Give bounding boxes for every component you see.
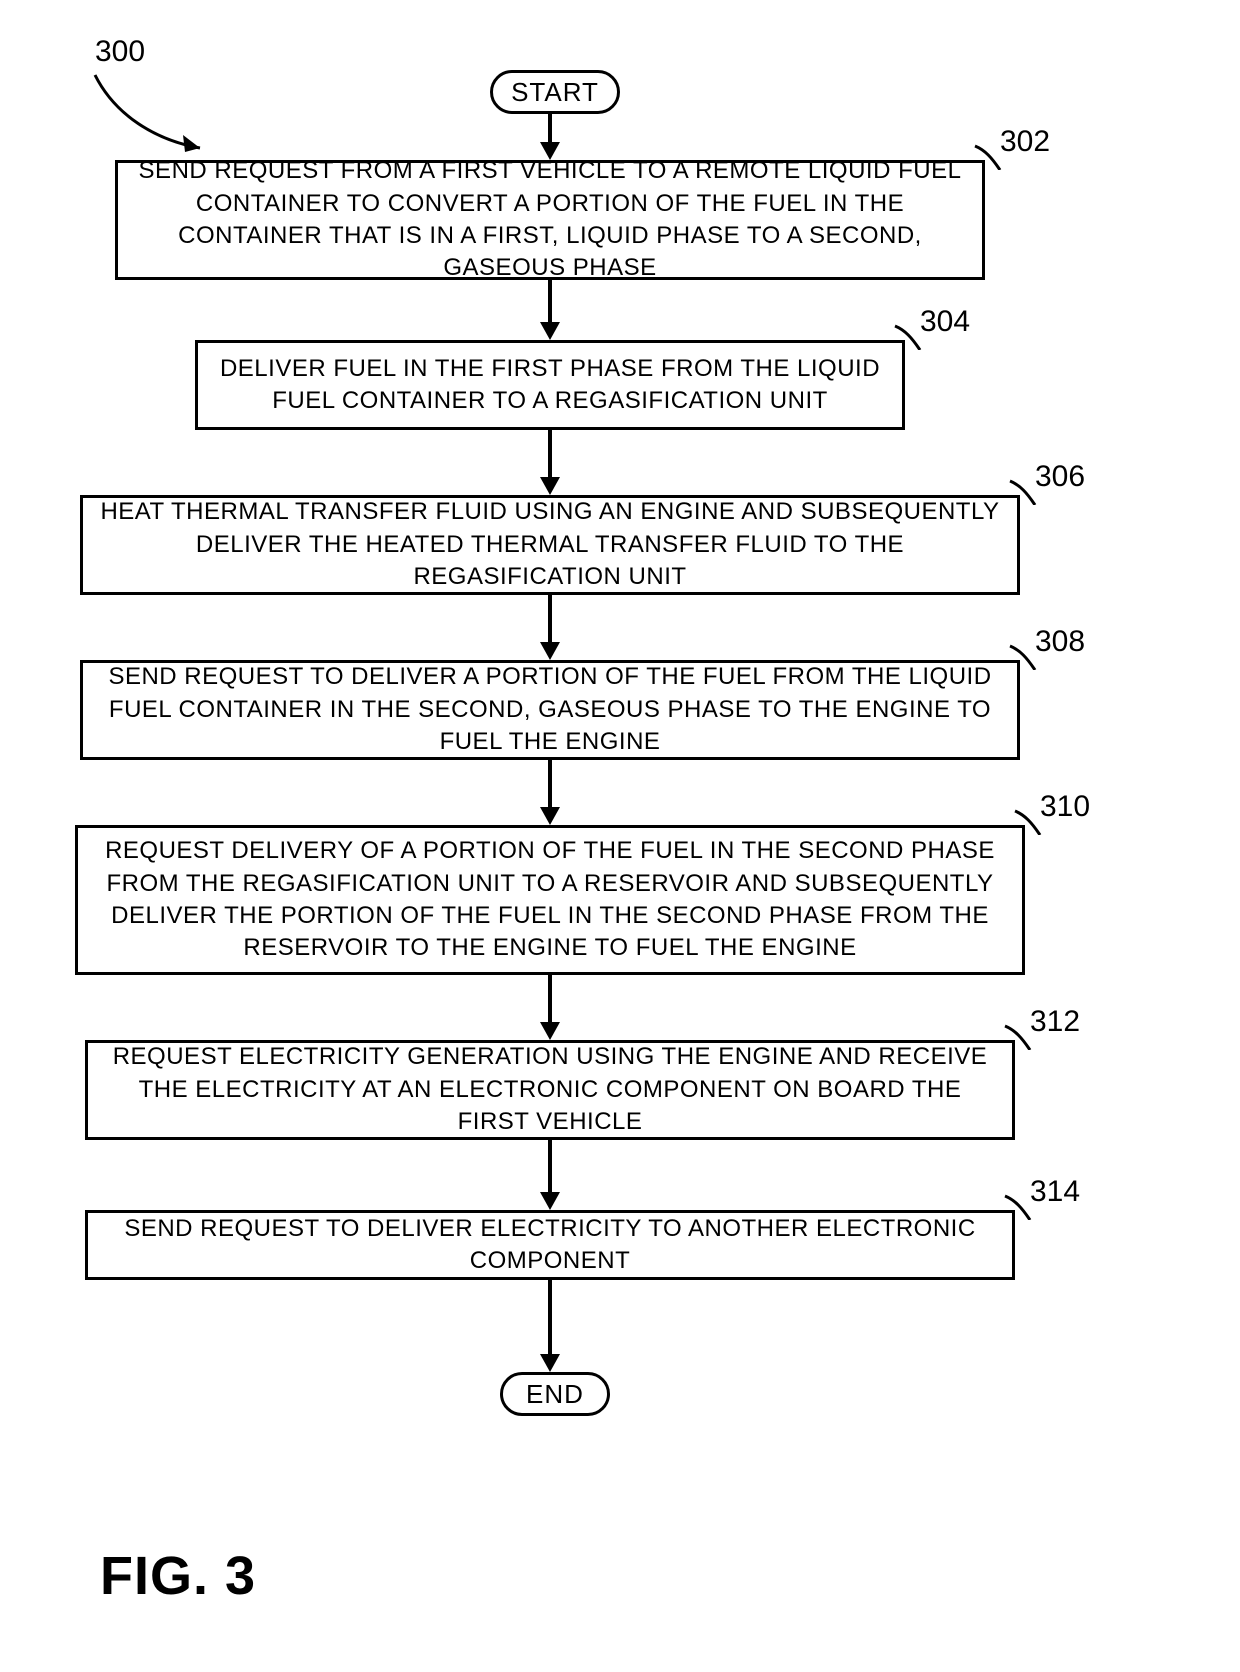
ref-302: 302 bbox=[1000, 125, 1050, 159]
step-312-text: REQUEST ELECTRICITY GENERATION USING THE… bbox=[104, 1041, 996, 1138]
step-310: REQUEST DELIVERY OF A PORTION OF THE FUE… bbox=[75, 825, 1025, 975]
ref-310: 310 bbox=[1040, 790, 1090, 824]
step-310-text: REQUEST DELIVERY OF A PORTION OF THE FUE… bbox=[94, 835, 1006, 965]
terminal-start: START bbox=[490, 70, 620, 114]
ref-312: 312 bbox=[1030, 1005, 1080, 1039]
ref-314: 314 bbox=[1030, 1175, 1080, 1209]
step-302: SEND REQUEST FROM A FIRST VEHICLE TO A R… bbox=[115, 160, 985, 280]
step-314: SEND REQUEST TO DELIVER ELECTRICITY TO A… bbox=[85, 1210, 1015, 1280]
step-304-text: DELIVER FUEL IN THE FIRST PHASE FROM THE… bbox=[214, 353, 886, 418]
figure-caption: FIG. 3 bbox=[100, 1545, 256, 1607]
ref-304: 304 bbox=[920, 305, 970, 339]
step-308: SEND REQUEST TO DELIVER A PORTION OF THE… bbox=[80, 660, 1020, 760]
step-308-text: SEND REQUEST TO DELIVER A PORTION OF THE… bbox=[99, 661, 1001, 758]
step-304: DELIVER FUEL IN THE FIRST PHASE FROM THE… bbox=[195, 340, 905, 430]
figure-ref-number: 300 bbox=[95, 35, 145, 69]
step-306: HEAT THERMAL TRANSFER FLUID USING AN ENG… bbox=[80, 495, 1020, 595]
terminal-end: END bbox=[500, 1372, 610, 1416]
step-306-text: HEAT THERMAL TRANSFER FLUID USING AN ENG… bbox=[99, 496, 1001, 593]
flowchart-canvas: 300 START SEND REQUEST FROM A FIRST VEHI… bbox=[0, 0, 1240, 1672]
ref-308: 308 bbox=[1035, 625, 1085, 659]
terminal-start-label: START bbox=[511, 77, 599, 108]
step-312: REQUEST ELECTRICITY GENERATION USING THE… bbox=[85, 1040, 1015, 1140]
step-302-text: SEND REQUEST FROM A FIRST VEHICLE TO A R… bbox=[134, 155, 966, 285]
ref-306: 306 bbox=[1035, 460, 1085, 494]
step-314-text: SEND REQUEST TO DELIVER ELECTRICITY TO A… bbox=[104, 1213, 996, 1278]
terminal-end-label: END bbox=[526, 1379, 584, 1410]
